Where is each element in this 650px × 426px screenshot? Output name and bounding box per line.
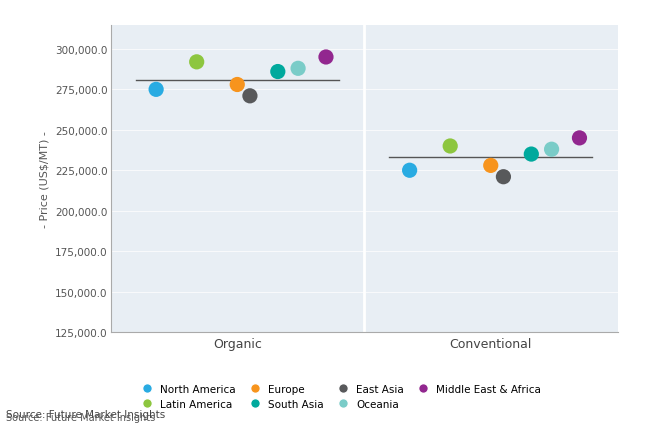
- Point: [293, 66, 304, 72]
- Point: [498, 174, 508, 181]
- Text: Source: Future Market Insights: Source: Future Market Insights: [6, 409, 166, 419]
- Point: [272, 69, 283, 76]
- Legend: North America, Latin America, Europe, South Asia, East Asia, Oceania, Middle Eas: North America, Latin America, Europe, So…: [132, 380, 545, 413]
- Point: [244, 93, 255, 100]
- Point: [404, 167, 415, 174]
- Point: [486, 163, 496, 170]
- Point: [192, 59, 202, 66]
- Point: [547, 147, 557, 153]
- Text: Cow Colostrum Market Price Benchmark for Key Regions by
Segments, 2021: Cow Colostrum Market Price Benchmark for…: [14, 25, 507, 60]
- Point: [232, 82, 242, 89]
- Point: [575, 135, 585, 142]
- Point: [526, 151, 536, 158]
- Y-axis label: - Price (US$/MT) -: - Price (US$/MT) -: [40, 131, 49, 227]
- Point: [321, 55, 332, 61]
- Text: fmi
Future Market Insights: fmi Future Market Insights: [504, 36, 614, 58]
- Point: [151, 87, 161, 94]
- Text: Source: Future Market Insights: Source: Future Market Insights: [6, 412, 156, 422]
- Point: [445, 143, 456, 150]
